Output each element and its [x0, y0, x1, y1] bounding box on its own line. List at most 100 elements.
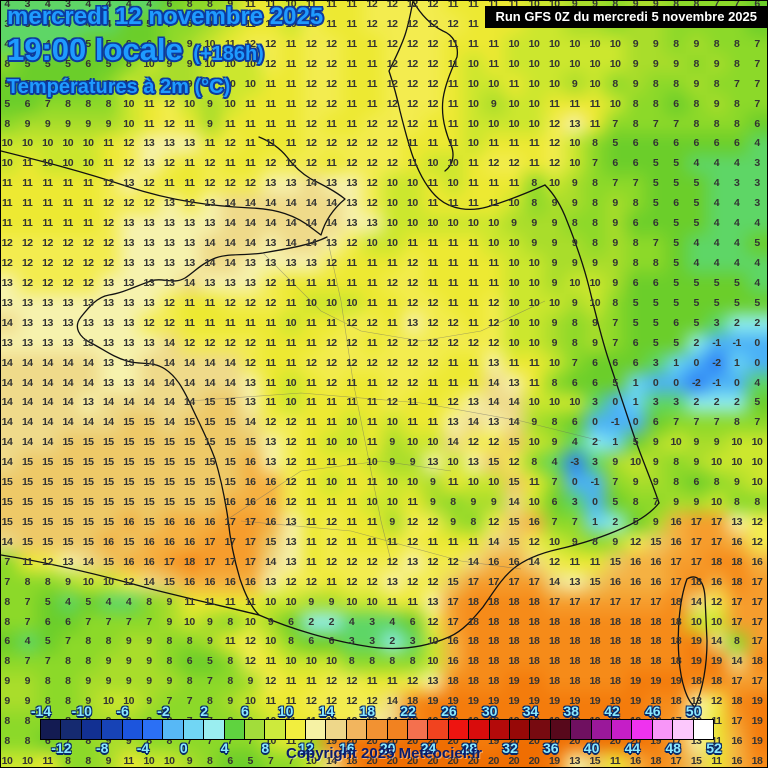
temp-value: 18 — [690, 575, 702, 588]
temp-value: 15 — [609, 555, 621, 568]
temp-value: 11 — [468, 296, 479, 309]
temp-value: 12 — [386, 97, 398, 110]
temp-value: 9 — [125, 655, 132, 668]
netherlands-coastline — [412, 1, 459, 172]
temp-value: 6 — [652, 137, 659, 150]
temp-value: 5 — [734, 276, 740, 289]
temp-value: 17 — [609, 595, 621, 608]
temp-value: 14 — [508, 496, 520, 508]
temp-value: 9 — [4, 695, 10, 708]
temp-value: 10 — [366, 496, 378, 508]
temp-value: 11 — [407, 416, 418, 429]
temp-value: 18 — [528, 655, 540, 668]
temp-value: 18 — [488, 635, 499, 648]
temp-value: 12 — [224, 336, 236, 349]
temp-value: 12 — [204, 157, 216, 170]
temp-value: 13 — [143, 276, 155, 289]
temp-value: 8 — [592, 137, 598, 150]
temp-value: 8 — [85, 755, 91, 767]
temp-value: 5 — [44, 57, 51, 70]
temp-value: 10 — [427, 217, 439, 230]
temp-value: 12 — [366, 117, 378, 130]
temp-value: 8 — [592, 217, 598, 230]
temp-value: 8 — [531, 177, 537, 190]
temp-value: 12 — [386, 77, 398, 90]
temp-value: 9 — [511, 217, 517, 230]
temp-value: 18 — [731, 695, 743, 708]
temp-value: 10 — [346, 436, 357, 449]
temp-value: 15 — [123, 416, 134, 429]
temp-value: 15 — [184, 456, 195, 469]
temp-value: 11 — [589, 117, 601, 130]
region-border-line — [326, 236, 392, 562]
temp-value: 9 — [146, 695, 152, 708]
temp-value: 12 — [265, 37, 276, 50]
temp-value: 14 — [305, 197, 317, 210]
temp-value: 16 — [528, 515, 540, 528]
temp-value: 9 — [531, 237, 537, 249]
temp-value: 11 — [589, 555, 601, 568]
temp-value: 11 — [528, 476, 540, 489]
temp-value: 18 — [508, 595, 520, 608]
temp-value: 12 — [244, 37, 256, 50]
temp-value: 8 — [713, 117, 720, 130]
temp-value: 10 — [569, 137, 580, 150]
temp-value: 19 — [751, 735, 763, 747]
temp-value: 12 — [102, 217, 114, 230]
temp-value: 9 — [186, 57, 193, 70]
temp-value: 14 — [21, 396, 33, 409]
forecast-header: mercredi 12 novembre 2025 19:00 locale (… — [7, 1, 323, 98]
temp-value: 12 — [386, 555, 398, 568]
temp-value: 12 — [427, 296, 439, 309]
temp-value: 15 — [1, 515, 13, 528]
temp-value: 18 — [467, 655, 479, 668]
temp-value: 17 — [731, 715, 743, 728]
temp-value: 10 — [386, 177, 398, 190]
temp-value: 3 — [592, 396, 598, 409]
temp-value: 13 — [427, 595, 439, 608]
temp-value: 14 — [42, 416, 53, 429]
temp-value: 13 — [569, 117, 580, 130]
temp-value: 9 — [105, 117, 112, 130]
temp-value: 11 — [265, 376, 276, 389]
temp-value: 2 — [328, 615, 335, 628]
temp-value: 12 — [143, 177, 155, 190]
temp-value: 15 — [204, 436, 216, 449]
temp-value: 8 — [592, 535, 598, 548]
temp-value: 12 — [711, 595, 722, 608]
temp-value: 11 — [366, 257, 378, 269]
temp-value: 11 — [427, 396, 439, 409]
temp-value: 18 — [650, 695, 661, 708]
temp-value: 7 — [632, 177, 639, 190]
temp-value: 11 — [427, 535, 439, 548]
temp-value: 20 — [366, 735, 378, 747]
temp-value: 9 — [612, 276, 618, 289]
temp-value: 8 — [592, 237, 598, 249]
temp-value: 12 — [407, 257, 418, 269]
temp-value: 15 — [21, 515, 33, 528]
temp-value: 15 — [589, 575, 601, 588]
temp-value: 10 — [467, 97, 479, 110]
temp-value: 9 — [166, 57, 173, 70]
temp-value: 12 — [407, 97, 418, 110]
temp-value: 12 — [447, 17, 459, 30]
temp-value: 10 — [548, 535, 560, 548]
temp-value: 14 — [508, 396, 520, 409]
temp-value: 13 — [569, 575, 580, 588]
temp-value: 11 — [184, 595, 195, 608]
temp-value: 17 — [670, 715, 682, 728]
temp-value: 12 — [305, 137, 317, 150]
temp-value: 5 — [632, 515, 639, 528]
temp-value: 8 — [369, 655, 375, 668]
temp-value: 8 — [673, 456, 679, 469]
temp-value: 10 — [427, 157, 439, 170]
temp-value: 5 — [713, 276, 720, 289]
temp-value: 12 — [346, 157, 357, 170]
temp-value: 15 — [224, 476, 236, 489]
temp-value: 12 — [82, 237, 94, 249]
temp-value: 5 — [652, 296, 659, 309]
temp-value: 16 — [204, 575, 216, 588]
temp-value: 18 — [467, 635, 479, 648]
